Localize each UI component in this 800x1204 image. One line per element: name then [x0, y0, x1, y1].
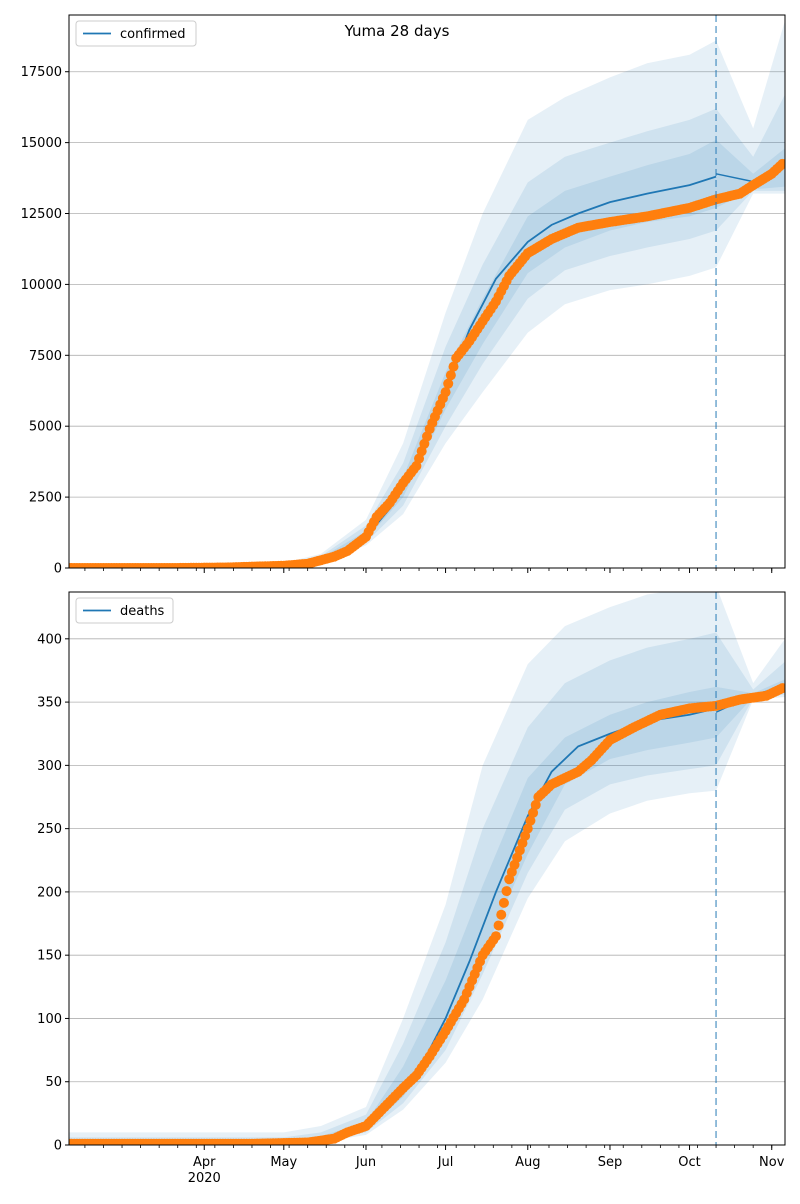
observed-point	[498, 897, 509, 908]
observed-point	[440, 387, 451, 398]
observed-point	[522, 823, 533, 834]
uncertainty-band	[69, 679, 785, 1145]
x-tick-label: Jun	[355, 1155, 376, 1170]
observed-point	[528, 807, 539, 818]
axes-frame	[68, 591, 786, 1146]
y-tick-label: 100	[37, 1012, 62, 1027]
plot-area	[69, 20, 785, 568]
y-tick-label: 0	[54, 562, 62, 577]
legend-box	[75, 597, 174, 624]
plot-area	[69, 592, 785, 1145]
observed-point	[525, 815, 536, 826]
y-tick-label: 15000	[21, 136, 62, 151]
observed-point	[530, 799, 541, 810]
observed-point	[777, 683, 785, 694]
x-tick-label: May	[270, 1155, 297, 1170]
y-tick-label: 150	[37, 949, 62, 964]
x-tick-label: Nov	[759, 1155, 785, 1170]
legend-label: deaths	[120, 604, 165, 619]
x-tick-label: Jul	[437, 1155, 454, 1170]
y-tick-label: 12500	[21, 207, 62, 222]
y-tick-label: 200	[37, 885, 62, 900]
y-tick-label: 250	[37, 822, 62, 837]
confirmed-panel: 0 2500 5000 7500 10000 12500 15000 17500 confirm…	[21, 14, 786, 577]
legend-box	[75, 20, 197, 47]
x-tick-label: Apr	[193, 1155, 216, 1170]
observed-point	[448, 361, 459, 372]
observed-point	[493, 920, 504, 931]
observed-point	[777, 158, 785, 169]
y-tick-label: 17500	[21, 65, 62, 80]
uncertainty-band	[69, 592, 785, 1145]
observed-point	[445, 370, 456, 381]
x-tick-label: Aug	[515, 1155, 540, 1170]
y-tick-label: 350	[37, 696, 62, 711]
uncertainty-band	[69, 139, 785, 568]
observed-point	[443, 378, 454, 389]
observed-point	[490, 931, 501, 942]
legend-label: confirmed	[120, 27, 186, 42]
y-tick-label: 10000	[21, 278, 62, 293]
y-tick-label: 400	[37, 632, 62, 647]
y-tick-label: 2500	[29, 491, 62, 506]
y-tick-label: 50	[45, 1075, 62, 1090]
uncertainty-band	[69, 20, 785, 568]
x-tick-sublabel: 2020	[188, 1171, 221, 1186]
y-tick-label: 5000	[29, 420, 62, 435]
x-tick-label: Oct	[678, 1155, 700, 1170]
uncertainty-band	[69, 632, 785, 1145]
observed-point	[496, 909, 507, 920]
x-tick-label: Sep	[598, 1155, 623, 1170]
figure-title: Yuma 28 days	[344, 22, 450, 40]
observed-point	[501, 886, 512, 897]
axes-frame	[68, 14, 786, 569]
y-tick-label: 300	[37, 759, 62, 774]
uncertainty-band	[69, 94, 785, 568]
y-tick-label: 7500	[29, 349, 62, 364]
y-tick-label: 0	[54, 1139, 62, 1154]
